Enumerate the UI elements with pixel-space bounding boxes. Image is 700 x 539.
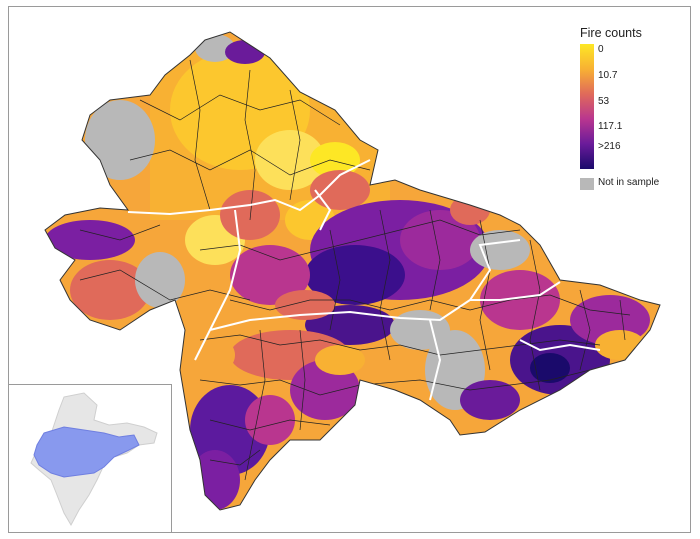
india-inset-map (8, 384, 172, 533)
legend-tick-3: 117.1 (598, 121, 623, 132)
india-inset-svg (30, 392, 158, 527)
region-outline (44, 31, 661, 511)
legend: Fire counts 0 10.7 53 117.1 >216 Not in … (578, 26, 688, 190)
legend-tick-0: 0 (598, 44, 604, 55)
legend-color-bar (580, 44, 594, 169)
legend-tick-4: >216 (598, 141, 621, 152)
legend-tick-2: 53 (598, 96, 610, 107)
legend-title: Fire counts (580, 26, 642, 40)
legend-tick-1: 10.7 (598, 70, 618, 81)
study-region-highlight (33, 426, 140, 478)
legend-not-in-sample-swatch (580, 178, 594, 190)
legend-not-in-sample-label: Not in sample (598, 177, 660, 188)
state-boundaries (127, 159, 601, 401)
